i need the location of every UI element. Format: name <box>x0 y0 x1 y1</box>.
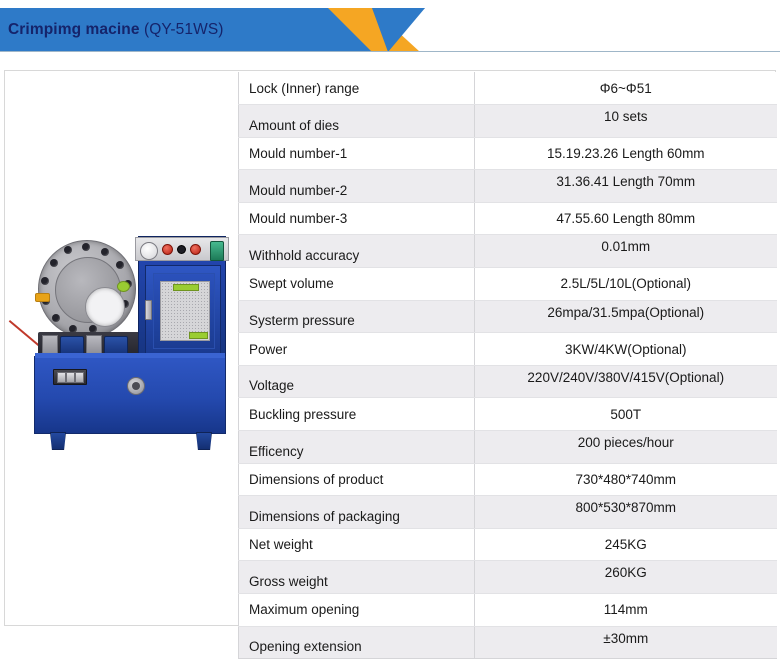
start-button[interactable] <box>190 244 201 255</box>
spec-label: Mould number-3 <box>238 202 475 236</box>
spec-label: Systerm pressure <box>238 300 475 334</box>
table-row: Maximum opening 114mm <box>238 593 777 627</box>
label-tag-green <box>117 281 130 292</box>
table-row: Dimensions of packaging 800*530*870mm <box>238 495 777 529</box>
spec-label: Amount of dies <box>238 104 475 138</box>
table-row: Efficency 200 pieces/hour <box>238 430 777 464</box>
spec-value: 114mm <box>474 593 777 627</box>
header-divider <box>0 51 780 52</box>
table-row: Voltage 220V/240V/380V/415V(Optional) <box>238 365 777 399</box>
spec-value: 10 sets <box>474 104 777 138</box>
product-image-panel <box>10 72 238 625</box>
machine-leg-right <box>196 432 212 450</box>
spec-label: Power <box>238 332 475 366</box>
table-row: Mould number-3 47.55.60 Length 80mm <box>238 202 777 236</box>
specification-table-body: Lock (Inner) range Φ6~Φ51 Amount of dies 1… <box>238 72 777 659</box>
spec-label: Efficency <box>238 430 475 464</box>
fan-vent-icon <box>127 377 145 395</box>
spec-value: 3KW/4KW(Optional) <box>474 332 777 366</box>
pressure-gauge-icon[interactable] <box>140 242 158 260</box>
spec-value: Φ6~Φ51 <box>474 72 777 106</box>
table-row: Withhold accuracy 0.01mm <box>238 234 777 269</box>
table-row: Opening extension ±30mm <box>238 626 777 659</box>
spec-label: Mould number-2 <box>238 169 475 203</box>
page-title-main: Crimpimg macine <box>8 21 140 38</box>
table-row: Power 3KW/4KW(Optional) <box>238 332 777 366</box>
spec-label: Maximum opening <box>238 593 475 627</box>
spec-label: Buckling pressure <box>238 397 475 432</box>
control-panel <box>135 237 229 261</box>
crimping-head-icon <box>35 240 136 338</box>
spec-label: Mould number-1 <box>238 137 475 171</box>
crimping-head-plate <box>55 257 125 327</box>
table-row: Swept volume 2.5L/5L/10L(Optional) <box>238 267 777 301</box>
content-container: Lock (Inner) range Φ6~Φ51 Amount of dies 1… <box>4 70 777 659</box>
emergency-stop-button[interactable] <box>162 244 173 255</box>
spec-value: 800*530*870mm <box>474 495 777 529</box>
spec-value: 260KG <box>474 560 777 594</box>
table-row: Mould number-1 15.19.23.26 Length 60mm <box>238 137 777 171</box>
door-inner-panel <box>153 273 215 349</box>
warning-label-bottom <box>189 332 208 339</box>
spec-value: ±30mm <box>474 626 777 659</box>
page-title-model: (QY-51WS) <box>143 21 224 38</box>
product-image <box>32 222 230 472</box>
spec-value: 200 pieces/hour <box>474 430 777 464</box>
spec-label: Net weight <box>238 528 475 562</box>
spec-value: 220V/240V/380V/415V(Optional) <box>474 365 777 399</box>
control-lever[interactable] <box>210 241 224 261</box>
spec-value: 26mpa/31.5mpa(Optional) <box>474 300 777 334</box>
spec-label: Swept volume <box>238 267 475 301</box>
vent-mesh-panel <box>160 281 210 341</box>
crimping-head-bore <box>85 287 125 327</box>
spec-value: 245KG <box>474 528 777 562</box>
door-handle[interactable] <box>145 300 152 320</box>
spec-value: 47.55.60 Length 80mm <box>474 202 777 236</box>
machine-base <box>34 353 226 434</box>
warning-label-top <box>173 284 199 291</box>
spec-value: 15.19.23.26 Length 60mm <box>474 137 777 171</box>
spec-label: Dimensions of packaging <box>238 495 475 529</box>
table-row: Gross weight 260KG <box>238 560 777 594</box>
table-row: Systerm pressure 26mpa/31.5mpa(Optional) <box>238 300 777 334</box>
selector-knob[interactable] <box>177 245 186 254</box>
table-row: Buckling pressure 500T <box>238 397 777 432</box>
spec-label: Opening extension <box>238 626 475 659</box>
machine-leg-left <box>50 432 66 450</box>
spec-value: 0.01mm <box>474 234 777 269</box>
spec-value: 2.5L/5L/10L(Optional) <box>474 267 777 301</box>
page-title: Crimpimg macine (QY-51WS) <box>8 8 224 52</box>
base-top-edge <box>35 353 225 358</box>
table-row: Lock (Inner) range Φ6~Φ51 <box>238 72 777 106</box>
page-header-banner: Crimpimg macine (QY-51WS) <box>0 8 780 52</box>
label-tag-orange <box>35 293 50 302</box>
spec-value: 730*480*740mm <box>474 463 777 497</box>
spec-label: Gross weight <box>238 560 475 594</box>
spec-label: Withhold accuracy <box>238 234 475 269</box>
spec-value: 500T <box>474 397 777 432</box>
switch-panel[interactable] <box>53 369 87 385</box>
table-row: Dimensions of product 730*480*740mm <box>238 463 777 497</box>
spec-label: Voltage <box>238 365 475 399</box>
control-console <box>135 236 229 360</box>
spec-label: Dimensions of product <box>238 463 475 497</box>
table-row: Amount of dies 10 sets <box>238 104 777 138</box>
table-row: Net weight 245KG <box>238 528 777 562</box>
table-row: Mould number-2 31.36.41 Length 70mm <box>238 169 777 203</box>
specification-table: Lock (Inner) range Φ6~Φ51 Amount of dies 1… <box>238 72 777 659</box>
spec-label: Lock (Inner) range <box>238 72 475 106</box>
cabinet-door[interactable] <box>145 265 221 355</box>
spec-value: 31.36.41 Length 70mm <box>474 169 777 203</box>
